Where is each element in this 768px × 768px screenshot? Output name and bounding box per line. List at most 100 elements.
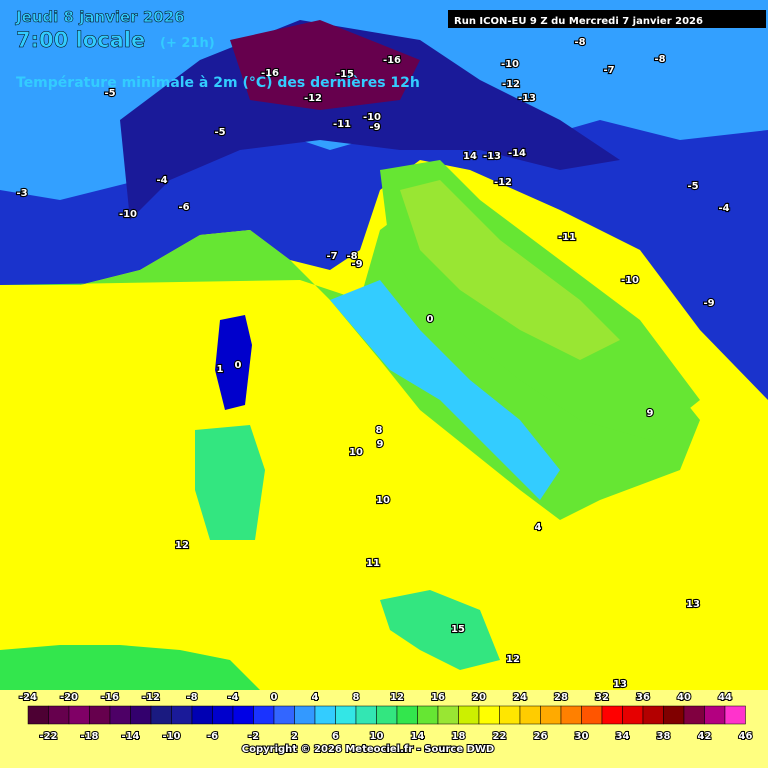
map-label: -5 [687,181,698,192]
map-label: -9 [351,259,362,270]
colorbar-label: 36 [636,692,650,703]
map-label: 1 [217,364,224,375]
map-label: 13 [686,599,700,610]
colorbar-label: 42 [698,731,712,742]
colorbar-label: 32 [595,692,609,703]
colorbar-swatch [499,705,521,725]
colorbar-swatch [335,705,357,725]
colorbar-swatch [171,705,193,725]
map-label: -8 [654,54,665,65]
colorbar-label: 38 [657,731,671,742]
map-label: -16 [383,55,401,66]
colorbar-label: 6 [332,731,339,742]
map-labels: -16-16-15-12-11-10-9-10-12-13-8-7-814 -13… [15,36,730,691]
colorbar-swatch [191,705,213,725]
colorbar-background [0,690,768,768]
colorbar-swatch [294,705,316,725]
map-label: 15 [451,624,465,635]
colorbar-label: -22 [39,731,57,742]
map-label: 0 [235,360,242,371]
colorbar-label: 2 [291,731,298,742]
map-label: 9 [377,439,384,450]
colorbar-label: 14 [411,731,425,742]
colorbar-swatch [27,705,49,725]
colorbar-label: -16 [101,692,119,703]
colorbar-label: -4 [227,692,238,703]
date: Jeudi 8 janvier 2026 [15,8,185,26]
time: 7:00 locale [16,28,145,52]
colorbar-swatch [642,705,664,725]
colorbar-swatch [724,705,746,725]
map-label: 13 [613,679,627,690]
colorbar-swatch [540,705,562,725]
colorbar-swatch [68,705,90,725]
run-info: Run ICON-EU 9 Z du Mercredi 7 janvier 20… [454,16,703,27]
map-label: -10 [621,275,639,286]
colorbar-swatch [376,705,398,725]
colorbar-label: 40 [677,692,691,703]
colorbar-swatch [560,705,582,725]
run-box [448,10,766,28]
colorbar-label: 44 [718,692,732,703]
colorbar-swatch [663,705,685,725]
colorbar-label: 8 [353,692,360,703]
lead-time: (+ 21h) [160,36,215,51]
map-label: -10 [501,59,519,70]
map-label: -7 [326,251,337,262]
map-label: -9 [703,298,714,309]
map-label: -11 [558,232,576,243]
map-label: -11 [333,119,351,130]
colorbar-swatch [232,705,254,725]
map-label: -8 [346,251,357,262]
colorbar-label: -12 [142,692,160,703]
corsica [215,315,252,410]
colorbar-label: -2 [248,731,259,742]
colorbar-swatch [601,705,623,725]
colorbar-swatch [150,705,172,725]
colorbar-swatch [396,705,418,725]
colorbar-label: 4 [312,692,319,703]
colorbar-label: 22 [493,731,507,742]
colorbar-swatch [581,705,603,725]
map-label: -7 [603,65,614,76]
map-label: 14 [463,151,477,162]
colorbar-label: 16 [431,692,445,703]
map-label: -5 [104,88,115,99]
map-label: 9 [647,408,654,419]
map-label: -13 [518,93,536,104]
map-label: 0 [427,314,434,325]
map-label: -9 [369,122,380,133]
map-label: -5 [214,127,225,138]
colorbar: -24 -20 -16 -12 -8 -4 0 4 8 12 16 20 24 28 32 36 40 44-22… [18,691,754,743]
colorbar-swatch [109,705,131,725]
colorbar-label: -8 [186,692,197,703]
colorbar-label: 20 [472,692,486,703]
colorbar-swatch [253,705,275,725]
copyright: Copyright © 2026 Meteociel.fr - Source D… [242,744,494,755]
map-label: -14 [508,148,526,159]
map-label: -8 [574,37,585,48]
map-label: -3 [16,188,27,199]
colorbar-label: -6 [207,731,218,742]
colorbar-label: 34 [616,731,630,742]
map-label: 10 [349,447,363,458]
map-label: 11 [366,558,380,569]
colorbar-swatch [704,705,726,725]
colorbar-swatch [273,705,295,725]
map-label: -4 [718,203,729,214]
colorbar-label: -24 [19,692,37,703]
colorbar-label: 26 [534,731,548,742]
map-label: 12 [506,654,520,665]
apennines [330,280,560,500]
map-label: -12 [494,177,512,188]
map-label: 10 [376,495,390,506]
colorbar-label: 46 [739,731,753,742]
colorbar-swatch [458,705,480,725]
colorbar-label: 28 [554,692,568,703]
colorbar-label: -20 [60,692,78,703]
map-label: -6 [178,202,189,213]
adriatic-coast [400,180,620,360]
map-label: -15 [336,69,354,80]
africa-coast [0,645,260,690]
